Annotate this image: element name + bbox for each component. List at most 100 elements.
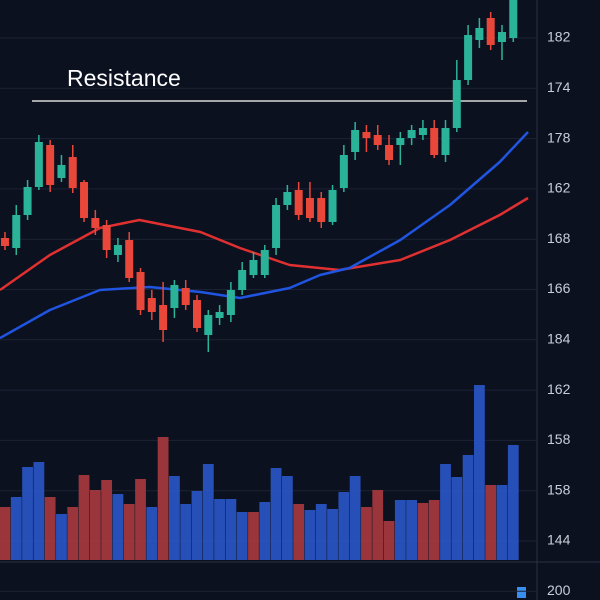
volume-bar [123,504,135,560]
axis-label: 162 [547,180,571,196]
candle-body [68,157,77,188]
volume-bar [440,464,451,560]
candle-body [0,238,9,246]
candle-body [34,142,43,187]
volume-bar [146,507,158,560]
candle-body [159,305,168,330]
volume-bar [157,437,169,560]
candle-body [430,128,439,155]
volume-bar [259,502,271,560]
volume-bar [315,504,327,560]
candle-body [283,192,292,205]
candle-body [294,190,303,215]
candle-body [113,245,122,255]
candle-body [91,218,100,228]
volume-bar [33,462,45,560]
candle-body [23,187,32,215]
candle-body [497,32,506,42]
candle-body [396,138,405,145]
candle-body [464,35,473,80]
volume-bar [451,477,463,560]
candle-body [80,182,89,218]
volume-bar [293,504,305,560]
volume-bar [406,500,418,560]
axis-label: 158 [547,431,571,447]
axis-label: 174 [547,79,571,95]
volume-bar [214,499,225,560]
volume-bar [327,509,338,560]
volume-bar [383,521,395,560]
axis-label: 168 [547,230,571,246]
volume-bar [428,500,440,560]
candle-body [181,288,190,305]
volume-bar [236,512,248,560]
volume-bar [22,467,33,560]
volume-bar [89,490,101,560]
candle-body [509,0,518,38]
candle-body [238,270,247,290]
candle-body [475,28,484,40]
volume-bar [485,485,497,560]
candle-body [305,198,314,218]
volume-bar [248,512,259,560]
volume-bar [191,491,203,560]
volume-bar [180,504,192,560]
volume-bar [202,464,214,560]
volume-bar [349,476,361,560]
moving-average [0,131,529,340]
axis-label: 166 [547,280,571,296]
volume-bar [0,507,11,560]
candle-body [362,132,371,138]
candle-body [441,128,450,155]
candle-body [418,128,427,135]
candle-body [204,315,213,335]
candle-body [136,272,145,310]
candle-body [226,290,235,315]
volume-bar [225,499,237,560]
candle-body [452,80,461,128]
candle-body [125,240,134,278]
volume-bar [417,503,429,560]
volume-bar [10,497,22,560]
axis-label: 158 [547,481,571,497]
axis-label: 178 [547,129,571,145]
volume-bar [281,476,293,560]
candle-body [272,205,281,248]
volume-bar [67,507,79,560]
candle-body [12,215,21,248]
axis-label: 144 [547,532,571,548]
candle-body [170,285,179,308]
volume-bar [496,485,508,560]
volume-bar [473,385,485,560]
candle-body [102,225,111,250]
volume-bar [44,497,56,560]
candle-body [215,312,224,318]
volume-bar [507,445,519,560]
volume-bar [112,494,124,560]
annotation: Resistance [67,65,181,91]
candle-body [385,145,394,160]
volume-bar [56,514,67,560]
candle-body [328,190,337,222]
axis-label: 162 [547,381,571,397]
axis-label: 200 [547,582,571,598]
volume-bar [304,510,316,560]
candle-body [339,155,348,188]
candle-body [192,300,201,328]
candle-body [373,135,382,145]
volume-bar [338,492,350,560]
candle-body [486,18,495,45]
volume-bar [361,507,372,560]
volume-bar [101,480,113,560]
volume-bar [169,476,180,560]
candle-body [249,260,258,275]
volume-bar [462,455,474,560]
candle-body [260,250,269,275]
volume-bar [135,479,146,560]
volume-bar [372,490,384,560]
candle-body [317,198,326,222]
candle-body [57,165,66,178]
volume-indicator [517,587,526,598]
